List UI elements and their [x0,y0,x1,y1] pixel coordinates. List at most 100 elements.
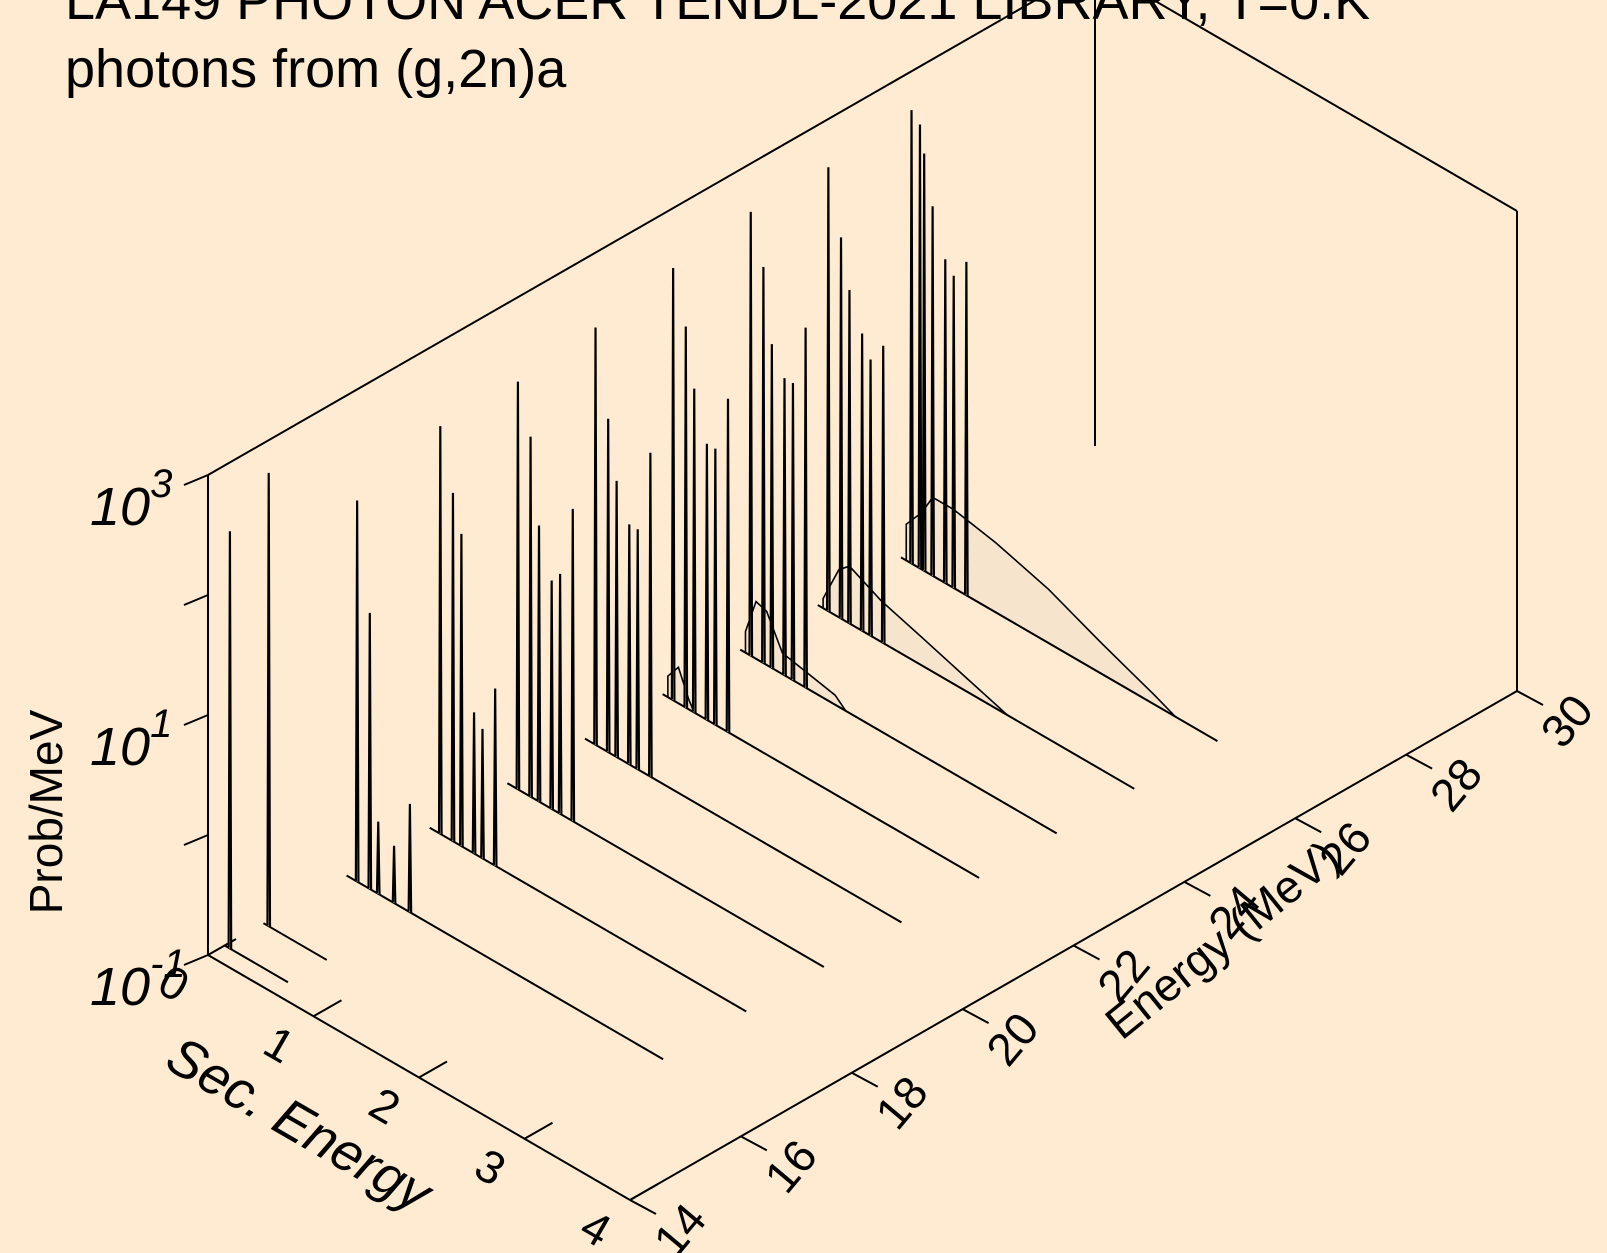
y-axis-tick [1516,690,1544,706]
discrete-line-peak [838,237,844,620]
y-tick-label: 20 [976,1003,1049,1076]
discrete-line-peak [354,500,360,883]
discrete-line-peak [942,259,948,584]
discrete-line-peak [782,378,787,677]
chart-subtitle: photons from (g,2n)a [65,39,567,99]
discrete-line-peak [635,529,641,771]
slice-baseline [506,782,825,968]
slice-baseline [900,556,1218,742]
z-tick-label: 101 [90,702,172,777]
x-axis-tick [313,999,342,1018]
discrete-line-peak [930,206,935,577]
discrete-line-peak [626,524,632,766]
y-axis-tick [1294,817,1322,834]
discrete-line-peak [825,167,831,612]
box-top-edge [207,0,1038,476]
discrete-line-peak [725,398,731,733]
discrete-line-peak [859,333,865,632]
x-axis-tick [418,1060,448,1079]
discrete-line-peak [670,268,676,702]
discrete-line-peak [480,728,485,860]
discrete-line-peak [549,580,555,810]
y-tick-label: 16 [754,1130,827,1203]
discrete-line-peak [847,290,852,625]
discrete-line-peak [471,712,477,855]
x-axis-tick [524,1121,553,1140]
continuum-curve [905,496,1176,718]
discrete-line-peak [683,326,689,709]
discrete-line-peak [459,533,464,847]
y-tick-label: 30 [1530,684,1603,757]
slice-baseline [662,693,980,879]
slice-baseline [262,922,328,961]
discrete-line-peak [437,426,443,835]
discrete-line-peak [515,381,521,791]
discrete-line-peak [748,211,754,657]
x-tick-label: 1 [255,1015,303,1073]
z-axis-tick [183,594,209,606]
discrete-line-peak [868,359,873,637]
x-tick-label: 4 [572,1199,620,1253]
discrete-line-peak [557,573,563,815]
discrete-line-peak [769,344,775,669]
y-tick-label: 18 [865,1066,938,1139]
discrete-line-peak [691,388,697,714]
x-tick-label: 2 [361,1077,409,1135]
discrete-line-peak [712,448,718,726]
z-axis-tick [183,714,209,726]
discrete-line-peak [605,418,611,753]
y-axis-tick [1073,944,1100,961]
discrete-line-peak [492,688,498,867]
slice-baseline [739,648,1058,835]
z-axis-tick [183,474,209,486]
discrete-line-peak [648,452,653,778]
y-axis-tick [851,1071,879,1088]
discrete-line-peak [391,845,397,904]
discrete-line-peak [593,327,598,746]
discrete-line-peak [227,531,233,950]
discrete-line-peak [367,612,373,890]
discrete-line-peak [880,345,886,644]
x-axis-label: Sec. Energy [157,1025,444,1226]
y-tick-label: 28 [1420,748,1493,821]
discrete-line-peak [266,472,272,927]
slice-baseline [584,737,902,924]
discrete-line-peak [921,153,927,572]
chart-title: LA149 PHOTON ACER TENDL-2021 LIBRARY, T=… [65,0,1371,31]
discrete-line-peak [704,443,710,721]
x-tick-label: 3 [466,1138,514,1196]
discrete-line-peak [450,492,456,842]
discrete-line-peak [917,124,923,570]
y-axis-tick [1183,880,1211,897]
y-axis-tick [962,1008,990,1025]
box-back-top-edge [1151,0,1518,212]
discrete-line-peak [375,821,381,895]
y-tick-label: 14 [643,1193,716,1253]
z-axis-tick [183,954,209,966]
discrete-line-peak [407,803,413,913]
z-tick-label: 10-1 [90,942,186,1017]
discrete-line-peak [790,382,796,681]
y-axis-label: Energy (MeV) [1095,830,1348,1049]
discrete-line-peak [909,110,914,565]
z-axis-label: Prob/MeV [20,709,72,914]
y-axis-tick [1405,753,1433,770]
y-axis-tick [629,1199,657,1215]
discrete-line-peak [528,436,533,798]
discrete-line-peak [964,261,969,597]
slice-baseline [429,826,747,1013]
discrete-line-peak [536,525,542,803]
z-tick-label: 103 [90,462,172,537]
discrete-line-peak [614,480,619,758]
x-axis-tick [629,1183,659,1201]
continuum-curve [744,600,847,712]
y-axis-tick [740,1135,768,1152]
discrete-line-peak [803,327,808,689]
discrete-line-peak [761,266,766,664]
discrete-line-peak [570,508,576,822]
discrete-line-peak [951,275,957,589]
slice-baseline [346,874,664,1061]
z-axis-tick [183,834,209,846]
slice-baseline [224,944,289,984]
